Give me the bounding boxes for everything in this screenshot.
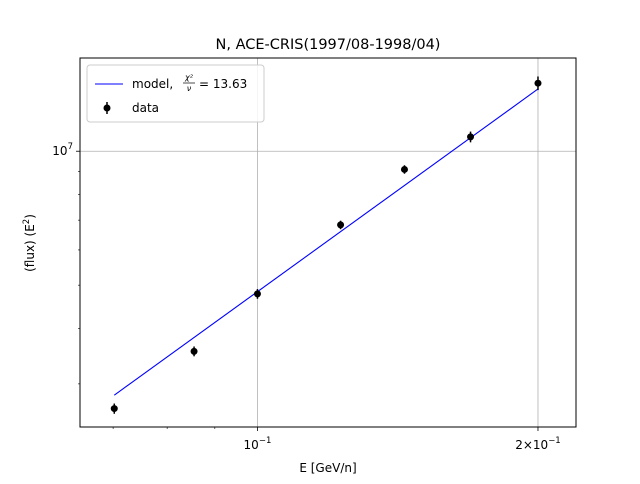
legend-data-label: data [132, 101, 159, 115]
legend-data-marker [103, 104, 111, 112]
y-axis-label: (flux) (E2) [22, 214, 37, 272]
data-point-3 [337, 221, 345, 229]
legend-model-value: = 13.63 [199, 77, 247, 91]
legend-box [86, 64, 265, 123]
data-point-0 [110, 405, 118, 413]
y-tick-label-base-0: 10 [52, 144, 67, 158]
data-point-2 [253, 290, 261, 298]
x-axis-label: E [GeV/n] [299, 461, 356, 475]
y-axis-label-sup: 2 [22, 219, 32, 224]
y-tick-label-0: 107 [52, 142, 73, 158]
x-tick-label-1: 2×10−1 [515, 436, 561, 452]
x-tick-label-exp-1: −1 [548, 436, 561, 446]
data-point-6 [534, 79, 542, 87]
legend: model, χ² ν = 13.63 data [86, 64, 265, 123]
x-tick-label-base-1: 2×10 [515, 438, 548, 452]
y-axis-label-close: ) [23, 214, 37, 219]
y-axis-label-main: (flux) (E [23, 224, 37, 272]
model-line [113, 88, 539, 396]
legend-model-prefix: model, [132, 77, 173, 91]
chart-title: N, ACE-CRIS(1997/08-1998/04) [216, 37, 441, 53]
data-point-1 [190, 347, 198, 355]
plot-frame [79, 57, 577, 428]
y-tick-label-exp-0: 7 [68, 142, 73, 152]
x-tick-label-0: 10−1 [244, 436, 272, 452]
x-tick-label-exp-0: −1 [259, 436, 272, 446]
x-tick-label-base-0: 10 [244, 438, 259, 452]
data-point-5 [467, 133, 475, 141]
data-point-4 [400, 165, 408, 173]
legend-chi-denominator: ν [187, 84, 192, 93]
legend-chi-numerator: χ² [184, 73, 194, 82]
series-layer [110, 76, 542, 414]
